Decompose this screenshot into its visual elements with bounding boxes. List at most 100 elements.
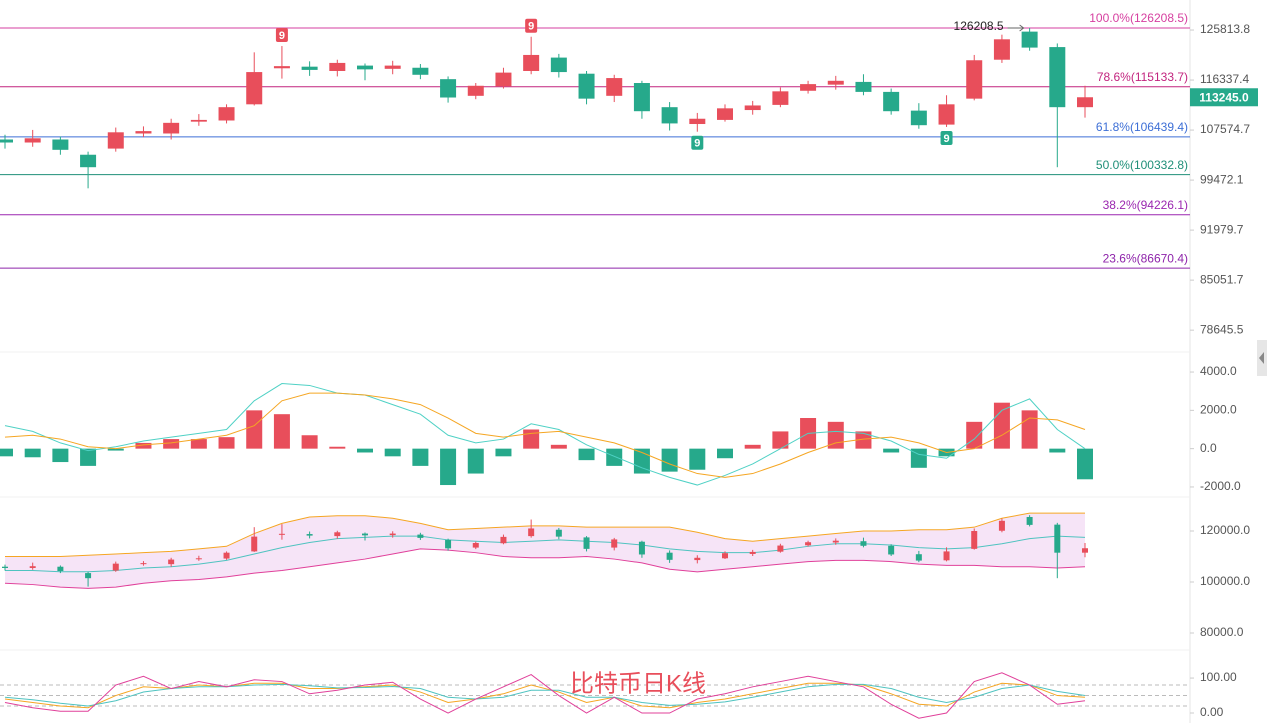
candle-body <box>445 539 452 549</box>
td-marker <box>275 28 288 43</box>
macd-bar <box>717 448 733 459</box>
candle-body <box>412 67 429 75</box>
candle-body <box>910 110 927 126</box>
fib-label: 50.0%(100332.8) <box>1096 158 1188 172</box>
band-line <box>5 512 1085 558</box>
macd-bar <box>1049 448 1066 453</box>
y-tick-label: -2000.0 <box>1200 479 1241 493</box>
candle-body <box>384 65 401 69</box>
candle-body <box>2 566 8 568</box>
candle-body <box>57 566 64 572</box>
macd-bar <box>135 442 152 449</box>
candle-body <box>555 529 562 537</box>
candle-body <box>52 139 69 150</box>
macd-bar <box>883 448 900 453</box>
td-marker <box>525 18 538 33</box>
candle-body <box>633 83 650 112</box>
candle-body <box>440 79 457 98</box>
candle-body <box>661 107 678 124</box>
kdj-line <box>4 683 1086 707</box>
td-marker-label: 9 <box>943 133 949 145</box>
candle-body <box>855 81 872 92</box>
macd-bar <box>633 448 650 474</box>
candle-body <box>80 154 97 168</box>
macd-bar <box>772 431 789 449</box>
candle-body <box>306 534 313 536</box>
candle-body <box>362 533 368 536</box>
candle-body <box>744 105 761 111</box>
macd-bar <box>550 444 567 449</box>
fib-label: 23.6%(86670.4) <box>1103 251 1188 265</box>
chart-title: 比特币日K线 <box>570 670 706 697</box>
candle-body <box>523 54 540 71</box>
candle-body <box>140 563 147 565</box>
td-marker <box>940 130 953 145</box>
y-tick-label: 125813.8 <box>1200 22 1250 36</box>
candle-body <box>1026 516 1033 525</box>
candle-body <box>528 528 535 537</box>
kdj-line <box>4 682 1086 709</box>
high-label: 126208.5 <box>954 19 1004 33</box>
y-tick-label: 99472.1 <box>1200 172 1244 186</box>
candle-body <box>689 118 706 125</box>
candle-body <box>417 534 424 538</box>
macd-bar <box>0 448 13 457</box>
macd-bar <box>661 448 678 472</box>
macd-bar <box>246 410 263 449</box>
macd-bar <box>80 448 97 466</box>
macd-bar <box>384 448 401 457</box>
candle-body <box>915 554 922 561</box>
candle-body <box>800 84 817 91</box>
y-tick-label: 116337.4 <box>1200 72 1249 86</box>
candle-body <box>273 66 290 69</box>
fib-label: 61.8%(106439.4) <box>1096 120 1188 134</box>
y-tick-label: 85051.7 <box>1200 272 1244 286</box>
candle-body <box>998 520 1005 531</box>
y-tick-label: 120000.0 <box>1200 523 1250 537</box>
td-marker <box>691 135 704 150</box>
candle-body <box>301 66 318 70</box>
y-tick-label: 80000.0 <box>1200 625 1244 639</box>
macd-bar <box>440 448 457 486</box>
candle-body <box>1054 524 1061 553</box>
candle-body <box>966 60 983 99</box>
candle-body <box>1021 31 1038 48</box>
candle-body <box>883 91 900 112</box>
candle-body <box>749 551 756 554</box>
candle-body <box>135 131 152 134</box>
macd-bar <box>107 448 124 451</box>
td-marker-label: 9 <box>279 30 285 42</box>
band-line <box>5 535 1086 573</box>
y-tick-label: 91979.7 <box>1200 222 1244 236</box>
macd-bar <box>910 448 927 468</box>
macd-bar <box>273 414 290 449</box>
candle-body <box>717 108 733 120</box>
macd-line <box>4 392 1086 478</box>
macd-bar <box>467 448 484 474</box>
candle-body <box>168 559 175 565</box>
candle-body <box>993 39 1010 60</box>
candle-body <box>805 542 812 546</box>
macd-bar <box>495 448 512 457</box>
candle-body <box>606 78 623 96</box>
macd-bar <box>218 437 235 449</box>
candle-body <box>190 119 207 122</box>
candle-body <box>334 532 341 537</box>
macd-bar <box>1077 448 1093 480</box>
macd-bar <box>523 429 540 449</box>
candle-body <box>195 558 202 560</box>
candle-body <box>832 540 839 543</box>
side-tab-arrow <box>1259 352 1264 364</box>
macd-bar <box>24 448 41 458</box>
candle-body <box>0 139 13 143</box>
candle-body <box>772 91 789 105</box>
candle-body <box>85 573 92 579</box>
macd-bar <box>578 448 595 461</box>
candle-body <box>24 138 41 143</box>
macd-bar <box>689 448 706 470</box>
candle-body <box>888 545 895 555</box>
y-tick-label: 4000.0 <box>1200 364 1237 378</box>
candle-body <box>500 536 507 544</box>
candle-body <box>578 73 595 99</box>
candle-body <box>329 62 346 71</box>
